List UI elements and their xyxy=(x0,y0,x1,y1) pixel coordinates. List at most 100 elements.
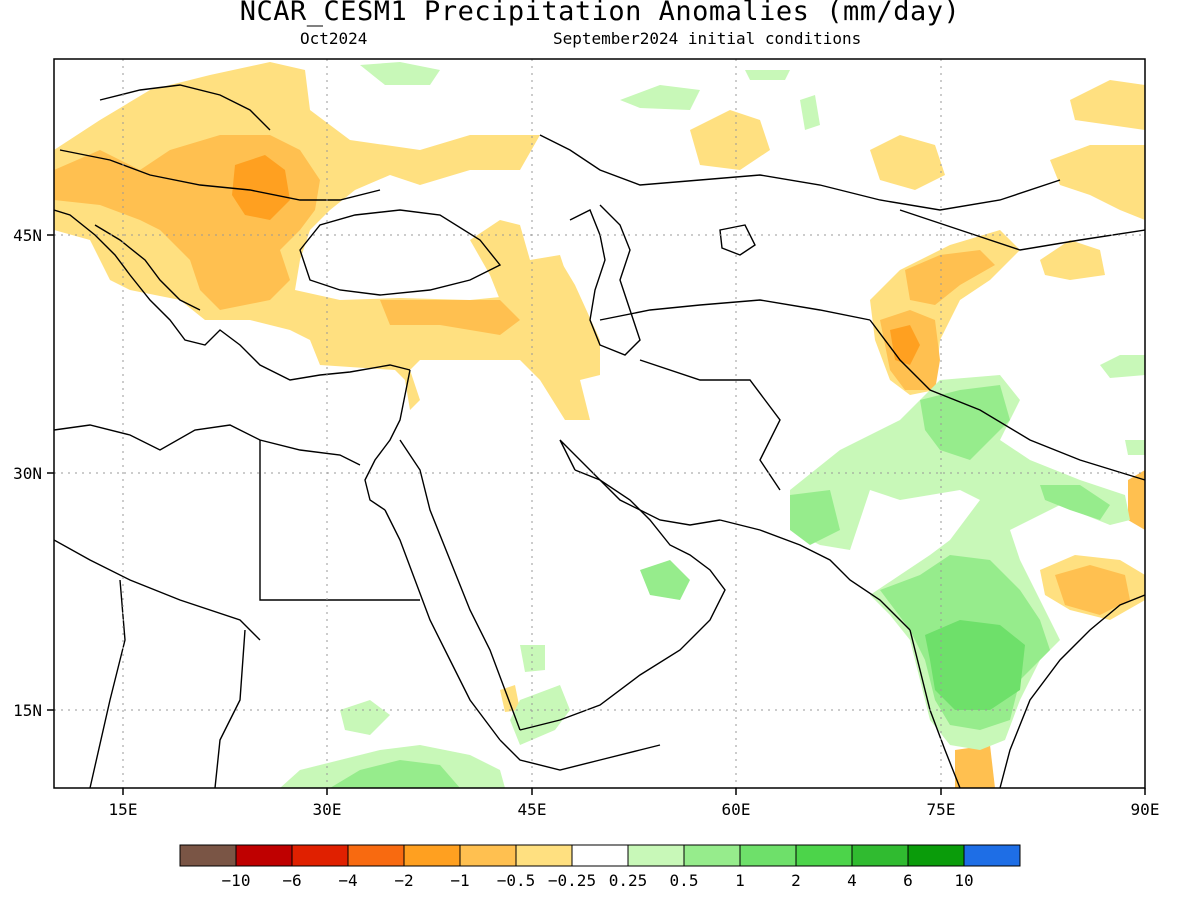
map-title: NCAR_CESM1 Precipitation Anomalies (mm/d… xyxy=(239,0,961,27)
lat-label-45n: 45N xyxy=(13,226,42,245)
border-africa-2 xyxy=(259,440,420,601)
colorbar-swatch xyxy=(515,844,573,867)
coastlines xyxy=(54,84,1145,788)
axis-ticks xyxy=(47,234,1146,795)
wet-anomaly-sudan xyxy=(340,700,390,735)
coast-india-east xyxy=(999,594,1145,788)
initial-conditions: September2024 initial conditions xyxy=(553,29,862,48)
colorbar-swatch xyxy=(851,844,909,867)
map-frame xyxy=(53,58,1146,789)
colorbar-swatch xyxy=(291,844,349,867)
colorbar-tick-label: 4 xyxy=(847,871,857,890)
wet-medium-nepal xyxy=(1040,485,1110,520)
colorbar-swatch xyxy=(907,844,965,867)
border-africa-3 xyxy=(89,579,126,788)
colorbar-swatch xyxy=(571,844,629,867)
gridlines xyxy=(54,59,1145,788)
wet-anomaly-gulf-aden xyxy=(510,685,570,745)
coast-caspian xyxy=(569,204,641,356)
coast-europe xyxy=(54,209,411,381)
wet-anomaly-russia-mid xyxy=(620,85,700,110)
dry-strong-pamir xyxy=(890,325,920,365)
border-iran-afg xyxy=(639,359,781,491)
wet-anomaly-urals xyxy=(745,70,790,80)
coast-levant xyxy=(364,369,411,511)
colorbar-tick-label: 0.5 xyxy=(670,871,699,890)
lon-label-75e: 75E xyxy=(927,800,956,819)
colorbar xyxy=(179,844,1021,867)
dry-anomaly-bhutan xyxy=(1128,470,1145,530)
wet-strong-india xyxy=(925,620,1025,710)
dry-anomaly-mongolia xyxy=(1040,240,1105,280)
lon-label-30e: 30E xyxy=(313,800,342,819)
colorbar-tick-label: −2 xyxy=(394,871,413,890)
wet-medium-kashmir xyxy=(920,385,1010,460)
wet-medium-ethiopia xyxy=(330,760,460,788)
colorbar-tick-label: 10 xyxy=(954,871,973,890)
colorbar-swatch xyxy=(795,844,853,867)
dry-anomaly-ne xyxy=(1070,80,1145,130)
dry-medium-anatolia xyxy=(380,300,520,335)
coast-arabia-south xyxy=(519,469,726,731)
colorbar-swatch xyxy=(627,844,685,867)
anomaly-shading xyxy=(54,62,1145,788)
colorbar-tick-label: 0.25 xyxy=(609,871,648,890)
colorbar-tick-label: −4 xyxy=(338,871,357,890)
wet-anomaly-russia-north xyxy=(360,62,440,85)
dry-anomaly-kazakh xyxy=(870,135,945,190)
coast-north-africa xyxy=(54,424,361,466)
coast-italy-adriatic xyxy=(94,224,201,311)
colorbar-swatch xyxy=(963,844,1021,867)
coast-red-sea-east xyxy=(399,439,521,731)
border-china xyxy=(869,319,1145,481)
wet-anomaly-tibet-south xyxy=(1125,440,1145,455)
lon-label-60e: 60E xyxy=(722,800,751,819)
wet-anomaly-tibet-east xyxy=(1100,355,1145,378)
wet-anomaly-west-siberia xyxy=(800,95,820,130)
dry-medium-tienshan xyxy=(905,250,995,305)
dry-anomaly-siberia xyxy=(690,110,770,170)
coast-persian-gulf xyxy=(559,439,721,526)
colorbar-tick-label: −0.5 xyxy=(497,871,536,890)
border-europe xyxy=(59,149,381,201)
wet-anomaly-yemen xyxy=(520,645,545,672)
dry-medium-bengal xyxy=(1055,565,1130,615)
colorbar-swatch xyxy=(235,844,293,867)
dry-strong-europe xyxy=(232,155,290,220)
lat-label-15n: 15N xyxy=(13,701,42,720)
coast-aral xyxy=(719,224,756,256)
wet-anomaly-oman xyxy=(640,560,690,600)
dry-anomaly-srilanka-tip xyxy=(955,745,995,788)
wet-medium-sindh xyxy=(790,490,840,545)
colorbar-tick-label: −1 xyxy=(450,871,469,890)
border-africa-4 xyxy=(214,629,246,788)
lon-label-90e: 90E xyxy=(1131,800,1160,819)
colorbar-swatch xyxy=(403,844,461,867)
colorbar-tick-label: 1 xyxy=(735,871,745,890)
colorbar-tick-label: 2 xyxy=(791,871,801,890)
colorbar-labels: −10 −6 −4 −2 −1 −0.5 −0.25 0.25 0.5 1 2 4 6 10 xyxy=(222,871,974,890)
coast-africa-horn xyxy=(499,739,661,771)
dry-medium-balkans xyxy=(200,255,275,300)
colorbar-swatch xyxy=(739,844,797,867)
lon-label-45e: 45E xyxy=(518,800,547,819)
colorbar-tick-label: −10 xyxy=(222,871,251,890)
border-russia-kz xyxy=(539,134,1061,211)
border-central-asia xyxy=(599,299,871,321)
colorbar-swatch xyxy=(179,844,237,867)
lon-label-15e: 15E xyxy=(109,800,138,819)
dry-anomaly-china xyxy=(1050,145,1145,220)
coast-red-sea-west xyxy=(384,509,501,741)
forecast-month: Oct2024 xyxy=(300,29,368,48)
coast-black-sea xyxy=(299,209,502,296)
coast-iran-pak xyxy=(719,519,911,631)
colorbar-tick-label: −0.25 xyxy=(548,871,596,890)
colorbar-swatch xyxy=(459,844,517,867)
colorbar-tick-label: 6 xyxy=(903,871,913,890)
border-baltic xyxy=(99,84,271,131)
border-mongolia xyxy=(899,209,1145,251)
colorbar-swatch xyxy=(347,844,405,867)
lat-label-30n: 30N xyxy=(13,464,42,483)
border-africa-1 xyxy=(54,539,261,641)
